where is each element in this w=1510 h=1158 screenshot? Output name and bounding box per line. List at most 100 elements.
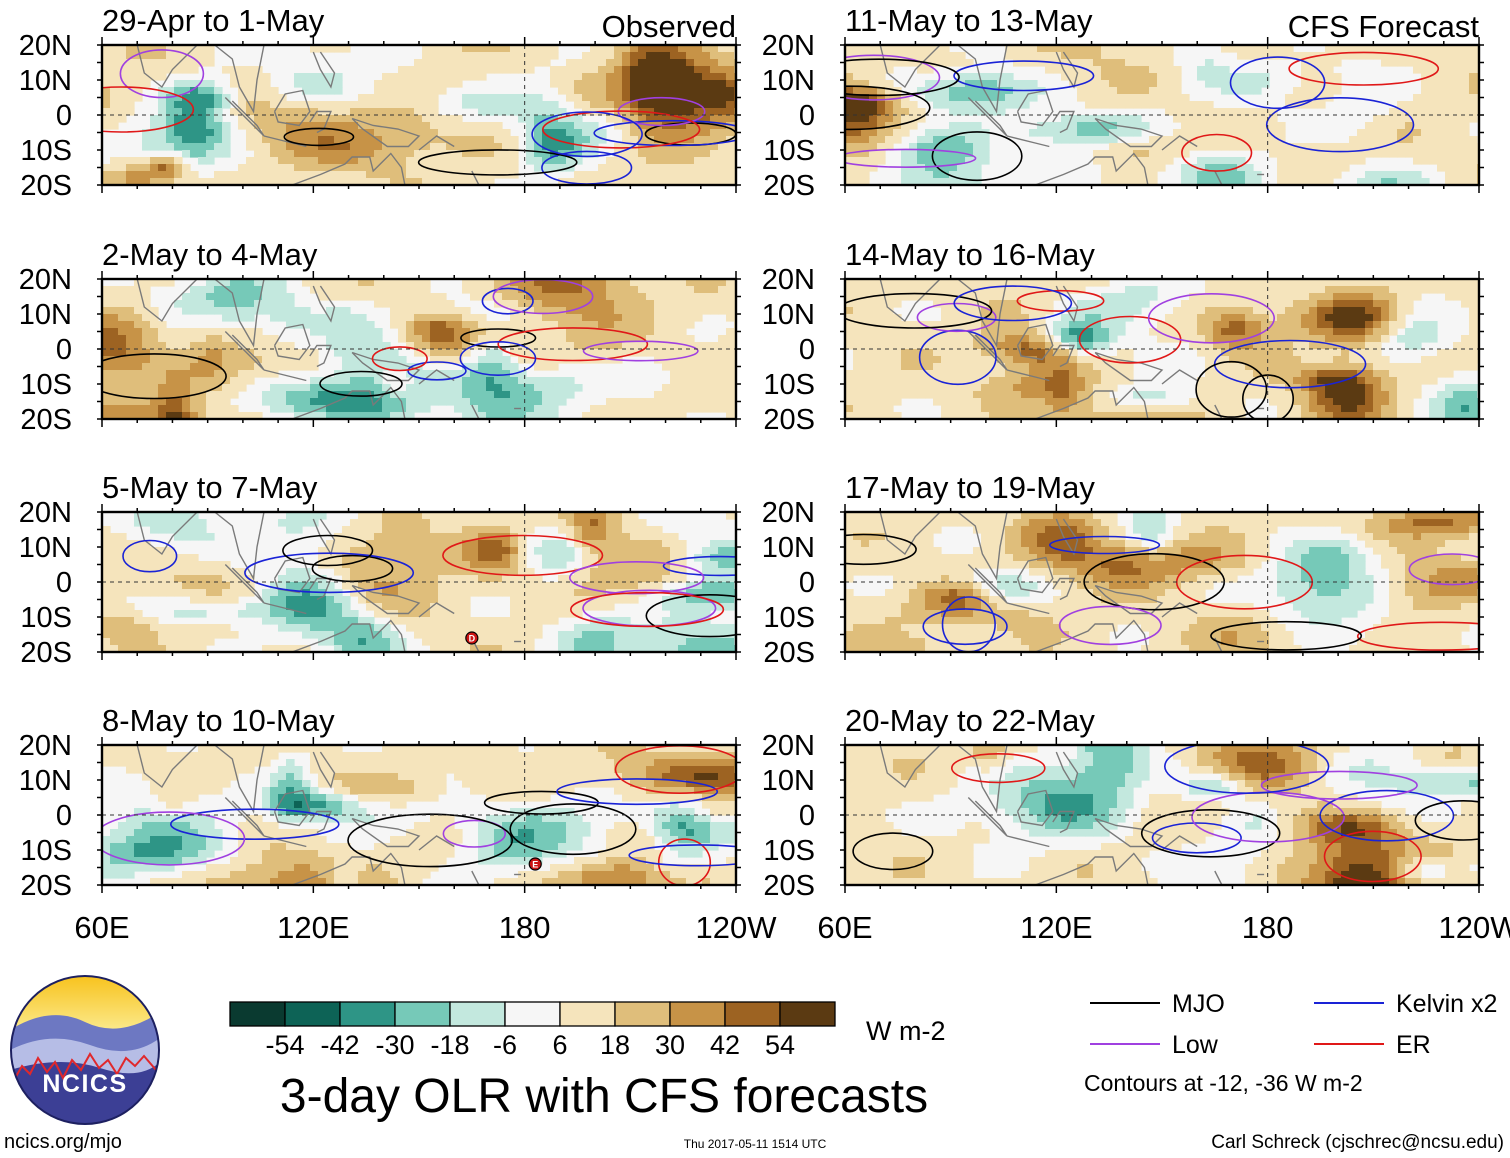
contour xyxy=(170,808,340,841)
contour xyxy=(102,811,246,866)
contour xyxy=(593,119,736,147)
colorbar-label: 6 xyxy=(552,1030,567,1060)
panel-label: Observed xyxy=(602,9,736,44)
y-tick-label: 0 xyxy=(799,334,815,366)
logo-text: NCICS xyxy=(42,1070,127,1098)
y-tick-label: 20N xyxy=(19,264,72,296)
colorbar-swatch xyxy=(559,1001,616,1027)
contour xyxy=(1356,621,1479,651)
y-tick-label: 10N xyxy=(19,765,72,797)
storm-marker-label: E xyxy=(532,860,538,870)
y-tick-label: 20S xyxy=(20,170,72,202)
contour xyxy=(371,346,428,372)
contour xyxy=(1229,56,1326,110)
contour xyxy=(283,127,355,147)
colorbar-label: 54 xyxy=(765,1030,795,1060)
y-tick-label: 10S xyxy=(20,602,72,634)
olr-field xyxy=(102,512,736,652)
y-tick-label: 0 xyxy=(799,800,815,832)
legend-label: MJO xyxy=(1172,990,1225,1018)
y-tick-label: 10N xyxy=(762,65,815,97)
contour xyxy=(845,54,941,101)
colorbar-swatch xyxy=(284,1001,341,1027)
contour xyxy=(845,148,977,168)
y-tick-label: 10N xyxy=(19,65,72,97)
y-tick-label: 10S xyxy=(763,835,815,867)
panel-label: CFS Forecast xyxy=(1288,9,1480,44)
contour xyxy=(347,813,513,868)
panel-period: 2-May to 4-May xyxy=(102,237,318,272)
y-tick-label: 20S xyxy=(20,637,72,669)
contour xyxy=(417,149,578,176)
contour xyxy=(1265,96,1415,153)
y-tick-label: 20S xyxy=(763,170,815,202)
y-tick-label: 10S xyxy=(20,135,72,167)
colorbar-label: 42 xyxy=(710,1030,740,1060)
y-tick-label: 20N xyxy=(19,497,72,529)
panel-period: 17-May to 19-May xyxy=(845,470,1095,505)
contour xyxy=(657,838,712,885)
y-tick-label: 20N xyxy=(19,30,72,62)
contour xyxy=(1181,133,1253,172)
contour xyxy=(852,832,934,871)
y-tick-label: 0 xyxy=(56,800,72,832)
y-tick-label: 20N xyxy=(762,264,815,296)
panel-period: 11-May to 13-May xyxy=(845,3,1093,38)
contour xyxy=(460,328,537,348)
contour xyxy=(916,302,997,333)
colorbar-swatch xyxy=(394,1001,451,1027)
x-tick-label: 60E xyxy=(74,910,129,945)
colorbar-label: 18 xyxy=(600,1030,630,1060)
figure-title: 3-day OLR with CFS forecasts xyxy=(280,1070,928,1123)
contour xyxy=(1140,808,1281,858)
contour xyxy=(556,778,719,806)
colorbar-label: -6 xyxy=(493,1030,517,1060)
contour xyxy=(1408,553,1479,586)
y-tick-label: 0 xyxy=(799,567,815,599)
contour xyxy=(122,539,178,573)
footer-url: ncics.org/mjo xyxy=(4,1131,122,1153)
contour xyxy=(569,591,725,628)
y-tick-label: 10S xyxy=(763,602,815,634)
contour xyxy=(662,555,736,577)
colorbar: -54 -42 -30 -18 -6 6 18 30 42 54 xyxy=(229,1001,836,1060)
contour xyxy=(931,131,1023,182)
contour xyxy=(407,361,467,381)
contour xyxy=(568,560,705,595)
legend-label: ER xyxy=(1396,1031,1431,1059)
contour xyxy=(509,803,637,856)
storm-marker: E xyxy=(528,857,542,871)
contour xyxy=(531,111,643,158)
colorbar-swatch xyxy=(614,1001,671,1027)
contour xyxy=(442,534,604,577)
colorbar-swatch xyxy=(724,1001,781,1027)
contour xyxy=(1323,830,1422,883)
colorbar-swatch xyxy=(779,1001,836,1027)
y-tick-label: 10N xyxy=(19,299,72,331)
colorbar-label: 30 xyxy=(655,1030,685,1060)
y-tick-label: 0 xyxy=(56,567,72,599)
contour xyxy=(497,327,649,362)
y-tick-label: 20N xyxy=(762,730,815,762)
contour xyxy=(102,86,195,133)
contour xyxy=(459,340,537,376)
contour xyxy=(845,292,993,329)
contour xyxy=(1058,605,1162,646)
contour xyxy=(1016,289,1105,312)
y-tick-label: 10N xyxy=(762,765,815,797)
x-tick-label: 120W xyxy=(1439,910,1510,945)
colorbar-swatch xyxy=(669,1001,726,1027)
contour xyxy=(845,58,960,97)
y-tick-label: 20S xyxy=(20,870,72,902)
contour xyxy=(1319,789,1455,842)
contour xyxy=(845,533,917,566)
y-tick-label: 0 xyxy=(799,100,815,132)
contour xyxy=(1164,745,1330,794)
